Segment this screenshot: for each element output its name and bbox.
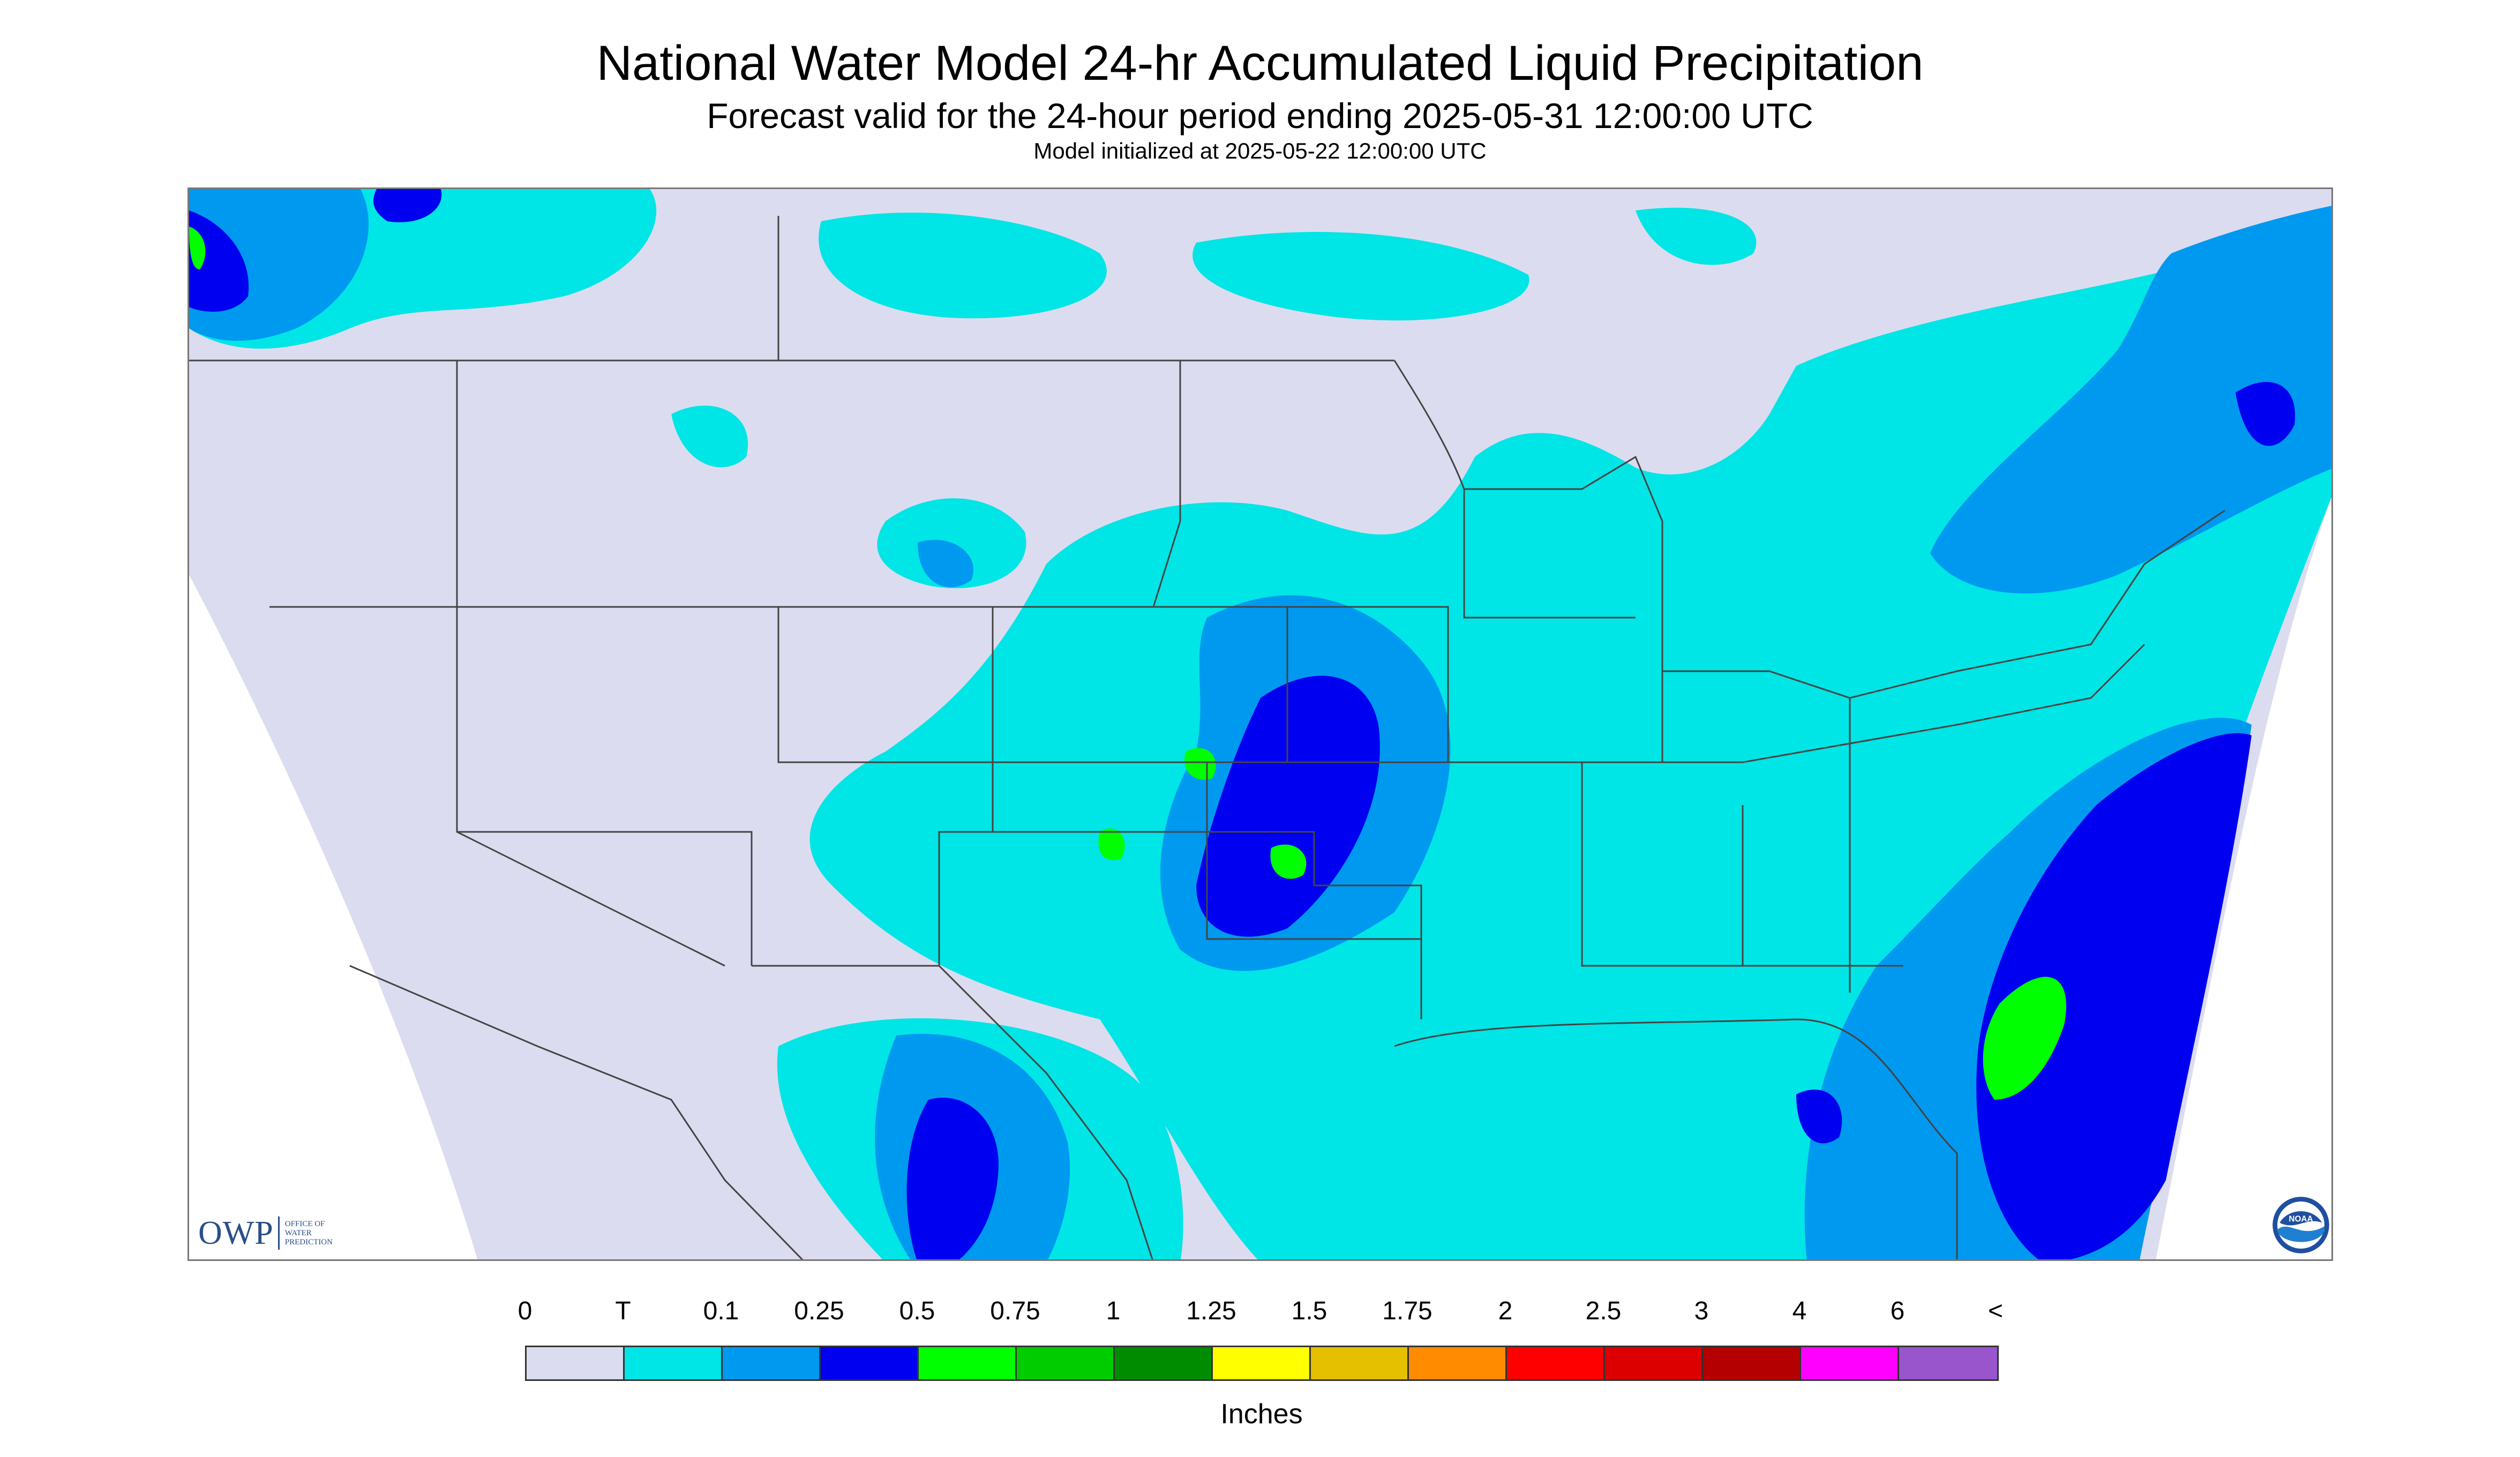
precipitation-map [188, 187, 2333, 1261]
legend-label: 4 [1792, 1297, 1807, 1325]
legend-swatch [1801, 1347, 1899, 1379]
owp-logo: OWP OFFICE OF WATER PREDICTION [198, 1212, 349, 1255]
legend-label: 1.75 [1382, 1297, 1432, 1325]
owp-logo-line: OFFICE OF [284, 1219, 325, 1228]
legend-label: 1.25 [1186, 1297, 1236, 1325]
owp-logo-divider [278, 1216, 280, 1250]
owp-logo-text: OFFICE OF WATER PREDICTION [285, 1220, 349, 1247]
map-subtitle: Forecast valid for the 24-hour period en… [707, 96, 1813, 136]
moderate-precip-areas [189, 189, 2296, 1259]
legend-label: 0.25 [794, 1297, 844, 1325]
legend-swatch [1017, 1347, 1115, 1379]
legend-label: 1.5 [1291, 1297, 1328, 1325]
model-init-time: Model initialized at 2025-05-22 12:00:00… [1033, 138, 1487, 163]
heavy-precip-areas [189, 227, 2066, 1100]
legend-swatch [1115, 1347, 1213, 1379]
legend-swatch [1899, 1347, 1997, 1379]
legend-swatch [1213, 1347, 1311, 1379]
legend-swatch [1507, 1347, 1605, 1379]
legend-swatch [919, 1347, 1017, 1379]
legend-label: 2.5 [1585, 1297, 1622, 1325]
legend-label: T [615, 1297, 631, 1325]
legend-colorbar [525, 1346, 1999, 1381]
owp-logo-line: WATER [284, 1228, 312, 1237]
legend-label: 2 [1498, 1297, 1513, 1325]
noaa-logo: NOAA [2272, 1197, 2329, 1253]
legend-units: Inches [1220, 1399, 1303, 1430]
legend-label: 0.1 [703, 1297, 739, 1325]
legend-swatch [821, 1347, 919, 1379]
owp-logo-mark: OWP [198, 1214, 274, 1251]
legend-swatch [1605, 1347, 1703, 1379]
legend-label: 0.5 [899, 1297, 935, 1325]
legend-swatch [625, 1347, 723, 1379]
map-title: National Water Model 24-hr Accumulated L… [596, 36, 1924, 91]
legend-swatch [1703, 1347, 1801, 1379]
legend-label: < [1988, 1297, 2004, 1325]
legend-swatch [1311, 1347, 1409, 1379]
legend-label: 0 [518, 1297, 532, 1325]
legend-label: 1 [1106, 1297, 1121, 1325]
legend-label: 3 [1694, 1297, 1709, 1325]
legend-swatch [723, 1347, 821, 1379]
legend-swatch [527, 1347, 625, 1379]
map-canvas [189, 189, 2331, 1259]
legend-label: 6 [1890, 1297, 1905, 1325]
color-legend: 0 T 0.1 0.25 0.5 0.75 1 1.25 1.5 1.75 2 2.5 3 4 6 < Inc… [518, 1296, 2003, 1457]
legend-label: 0.75 [990, 1297, 1040, 1325]
noaa-logo-text: NOAA [2289, 1214, 2313, 1223]
owp-logo-line: PREDICTION [284, 1237, 333, 1246]
state-borders [189, 216, 2225, 1259]
legend-swatch [1409, 1347, 1507, 1379]
